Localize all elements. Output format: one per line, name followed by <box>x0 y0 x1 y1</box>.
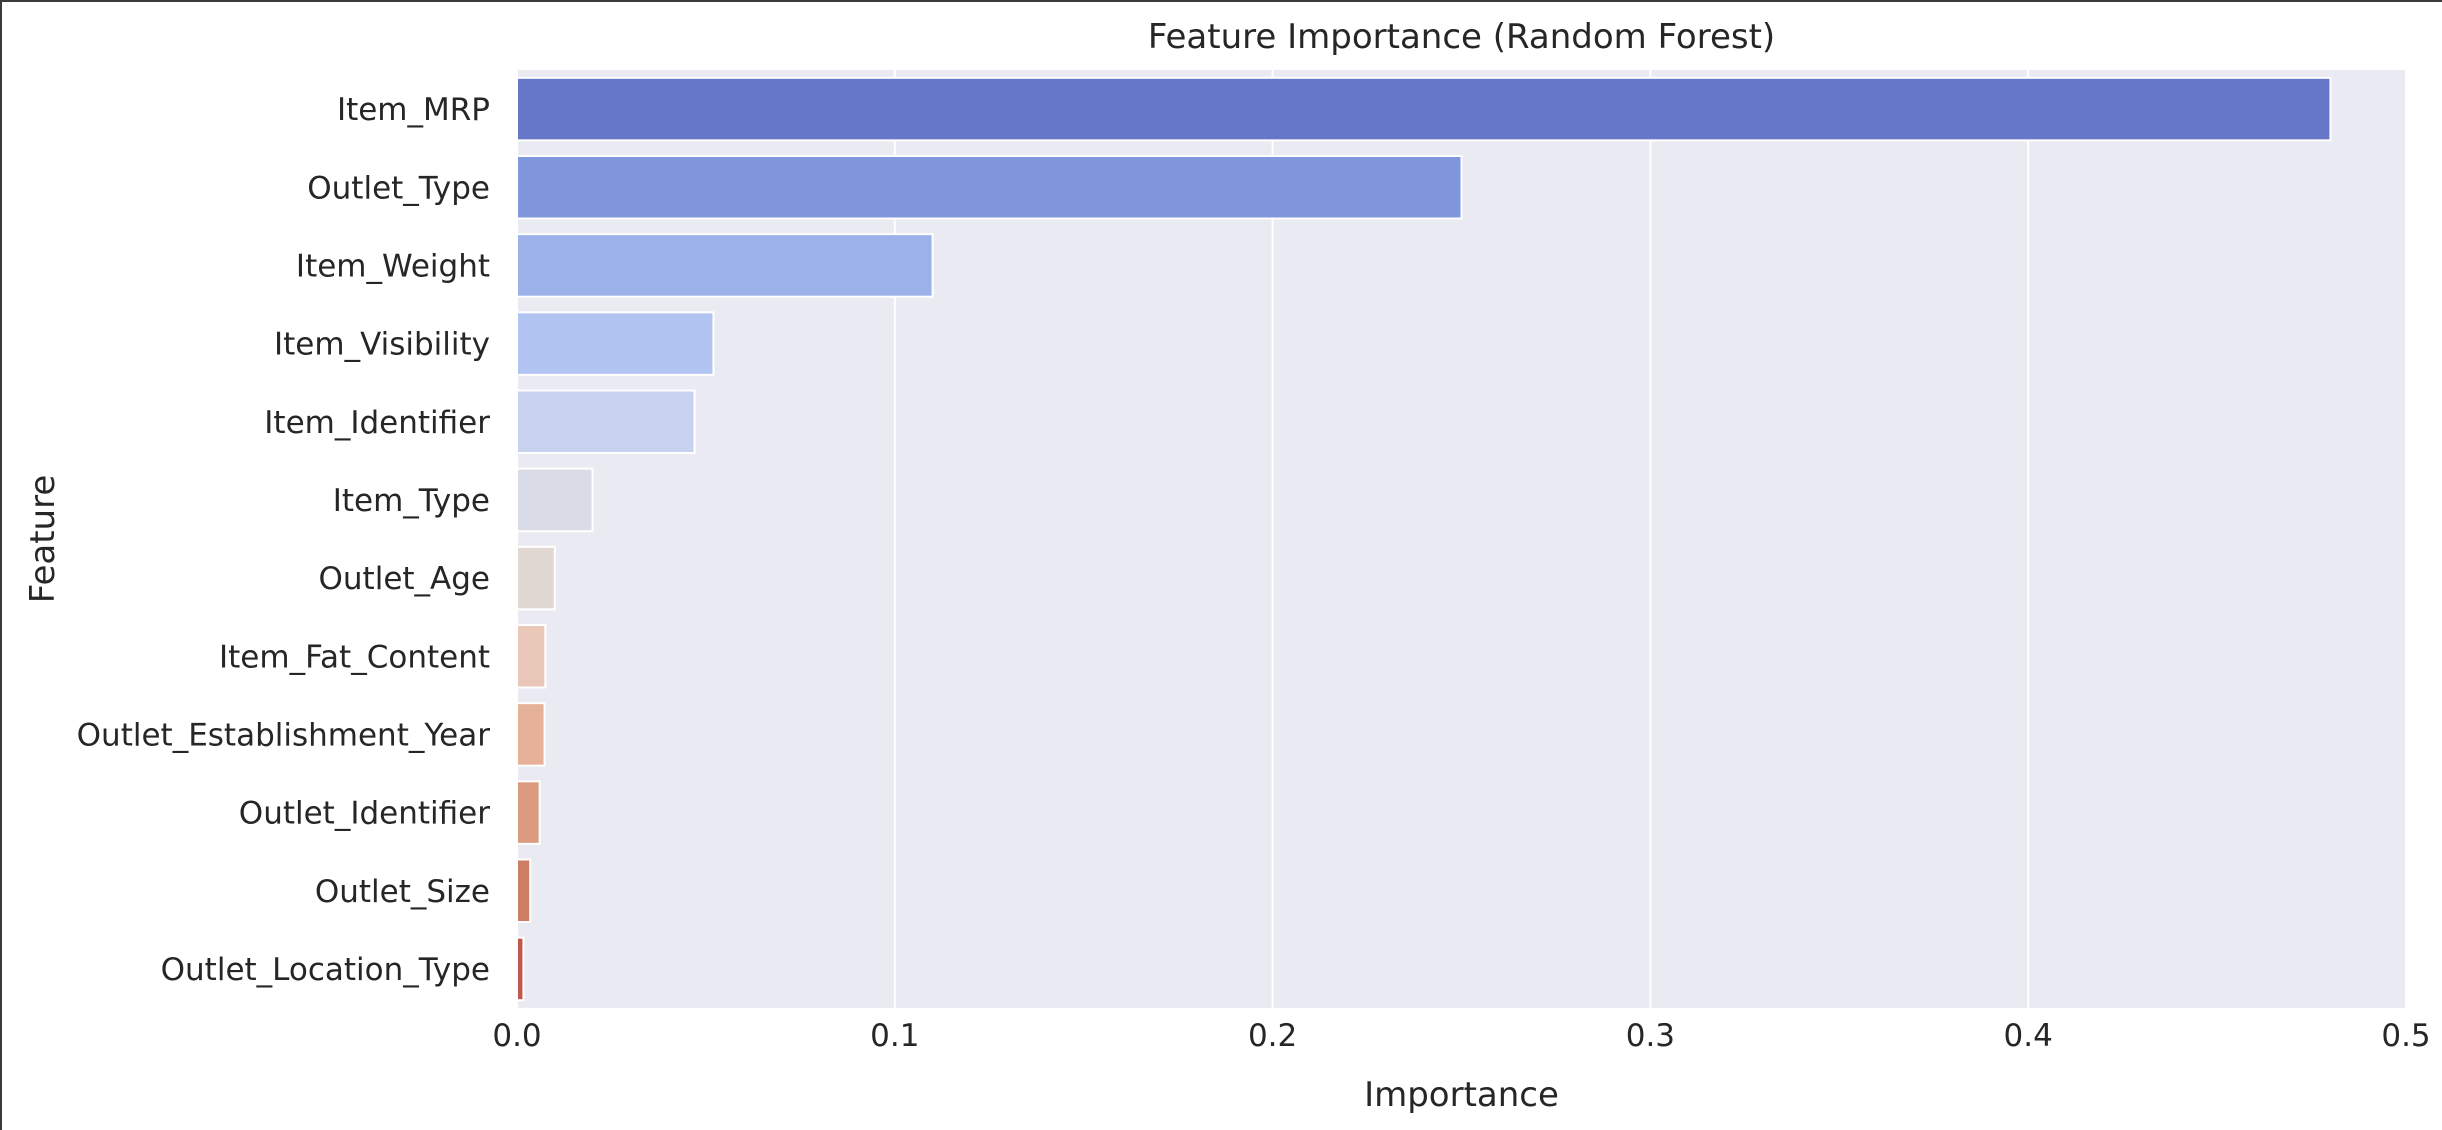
bar <box>516 780 541 845</box>
y-tick-label: Item_Type <box>333 483 490 519</box>
x-tick-label: 0.5 <box>2381 1018 2430 1054</box>
x-axis-label: Importance <box>1364 1075 1559 1115</box>
bar <box>516 311 715 376</box>
y-tick-label: Item_MRP <box>337 92 490 128</box>
bar <box>516 858 532 924</box>
y-tick-label: Item_Identifier <box>264 405 490 441</box>
bar <box>516 936 525 1002</box>
y-tick-label: Item_Fat_Content <box>219 639 490 675</box>
y-axis-label: Feature <box>23 475 63 603</box>
grid-lines <box>516 70 2407 1008</box>
y-tick-label: Outlet_Age <box>319 561 491 597</box>
x-tick-label: 0.3 <box>1626 1018 1675 1054</box>
bar <box>516 467 594 533</box>
y-tick-label: Outlet_Size <box>315 874 490 910</box>
x-tick-labels: 0.0 0.1 0.2 0.3 0.4 0.5 <box>492 1018 2430 1054</box>
x-tick-label: 0.2 <box>1248 1018 1297 1054</box>
y-tick-labels: Item_MRP Outlet_Type Item_Weight Item_Visib… <box>77 92 491 988</box>
y-tick-label: Outlet_Establishment_Year <box>77 717 491 753</box>
plot-background <box>517 70 2406 1008</box>
y-tick-label: Outlet_Identifier <box>239 796 490 832</box>
bar <box>516 76 2332 142</box>
y-tick-label: Outlet_Location_Type <box>161 952 490 988</box>
x-tick-label: 0.4 <box>2004 1018 2053 1054</box>
bars <box>516 76 2332 1002</box>
x-tick-label: 0.0 <box>492 1018 541 1054</box>
x-tick-label: 0.1 <box>870 1018 919 1054</box>
bar <box>516 389 696 455</box>
y-tick-label: Item_Visibility <box>274 327 490 363</box>
bar <box>516 623 547 689</box>
bar <box>516 545 556 611</box>
chart-title: Feature Importance (Random Forest) <box>1148 17 1775 57</box>
bar <box>516 154 1463 220</box>
y-tick-label: Outlet_Type <box>307 170 490 206</box>
y-tick-label: Item_Weight <box>296 248 490 284</box>
bar <box>516 233 934 298</box>
bar <box>516 702 546 767</box>
